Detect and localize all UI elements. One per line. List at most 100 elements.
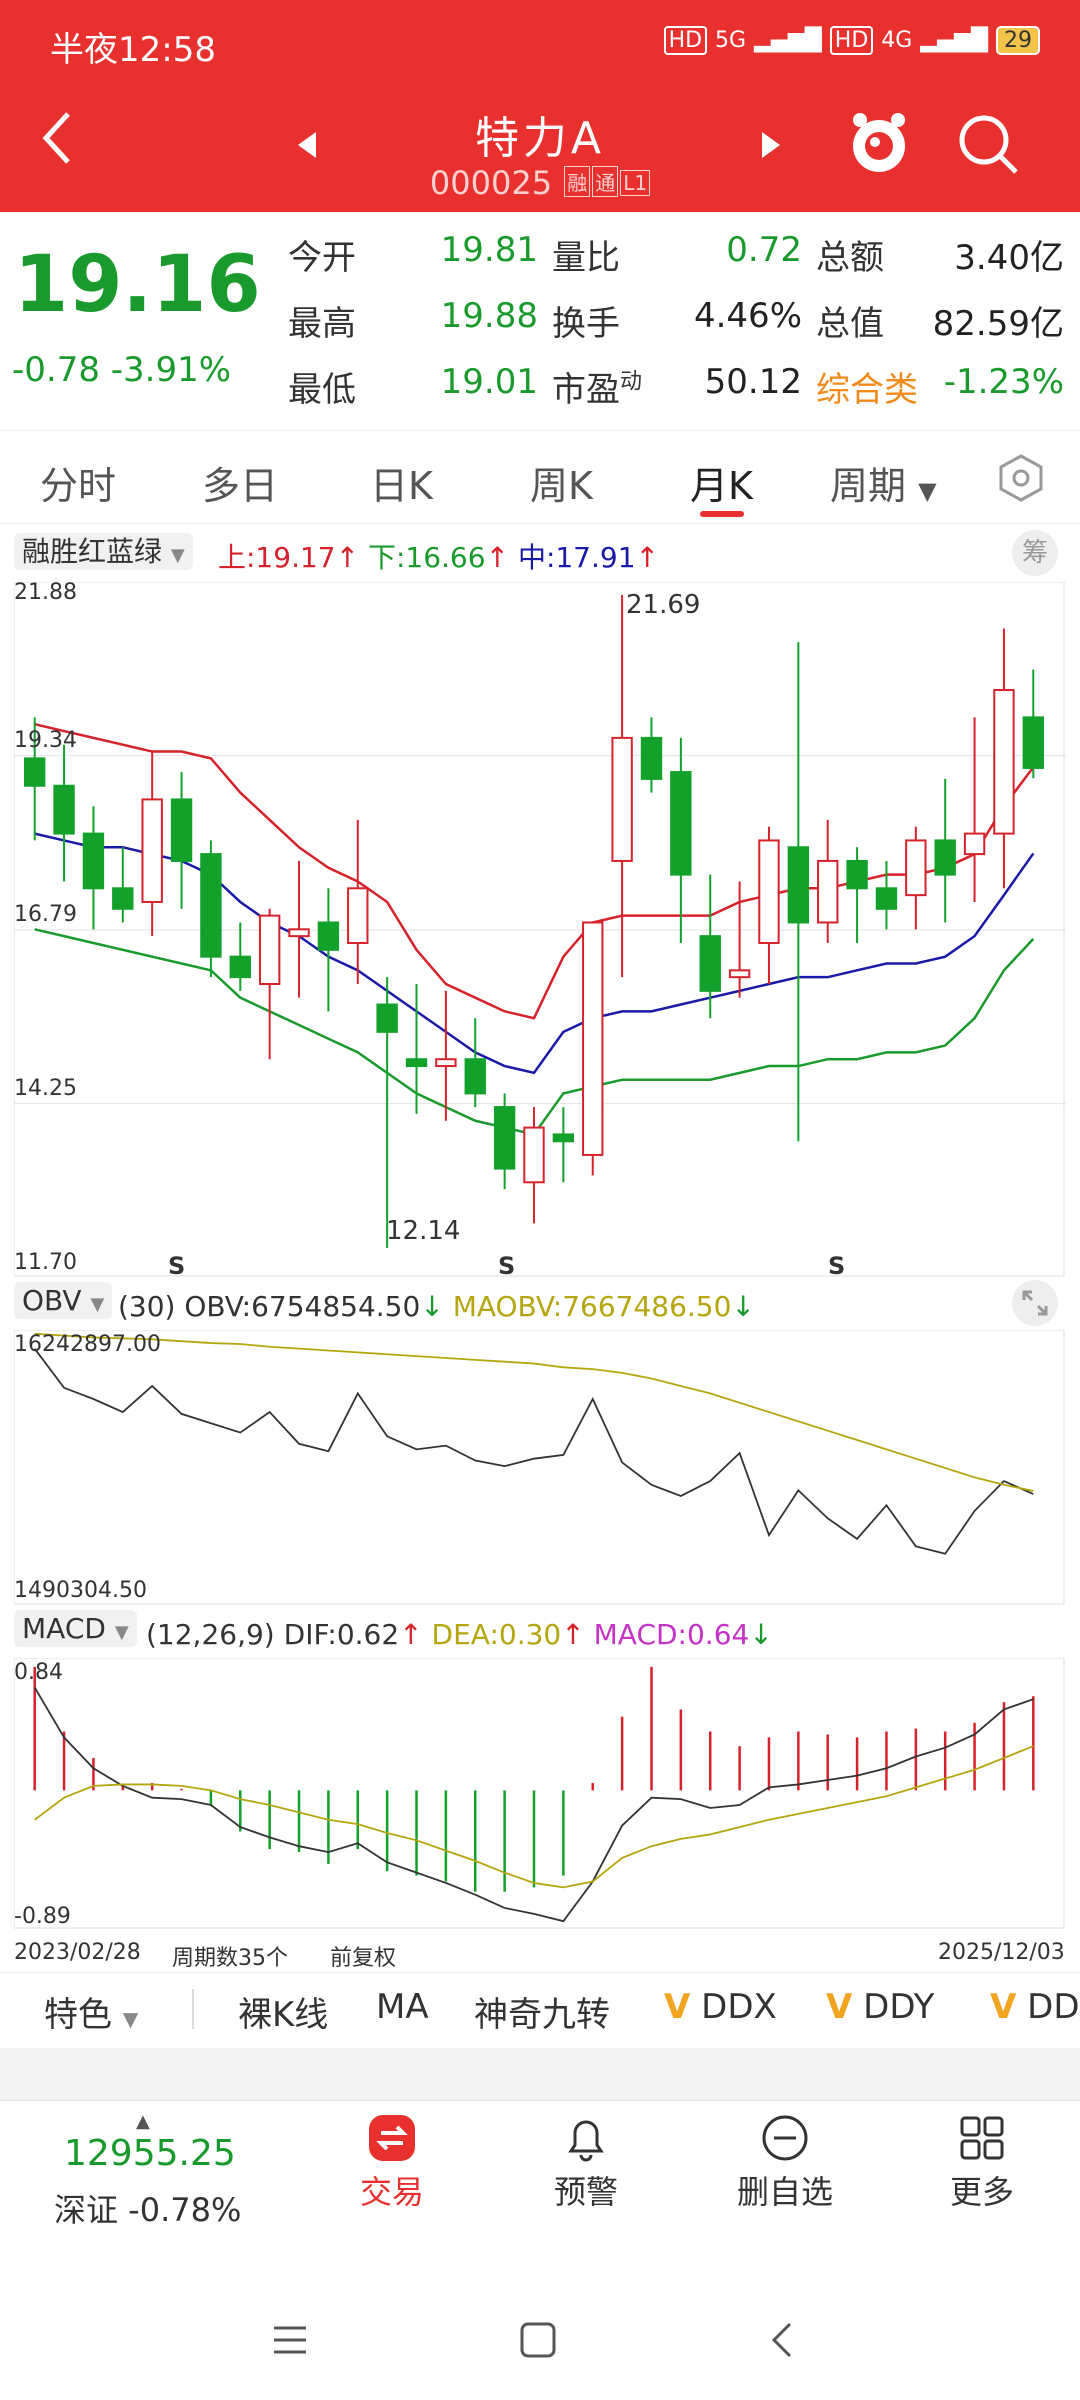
status-time: 半夜12:58 [50,30,216,70]
candle-body [288,928,310,938]
candle-body [53,784,75,835]
candle-body [376,1003,398,1033]
toolbar-ma[interactable]: MA [376,1987,429,2027]
system-nav-bar [0,2290,1080,2390]
candle-body [934,839,956,876]
chip-distribution-button[interactable]: 筹 [1012,530,1058,576]
toolbar-ddx-label: DDX [701,1987,777,2027]
trade-label: 交易 [359,2173,424,2211]
macd-indicator-label: MACD [22,1612,106,1645]
tab-period-label: 周期 [830,464,907,508]
home-nav-icon[interactable] [518,2320,558,2360]
obv-indicator-label: OBV [22,1284,82,1317]
candle-body [200,853,222,958]
more-button[interactable]: 更多 [934,2113,1030,2213]
tab-intraday[interactable]: 分时 [40,464,117,508]
candle-body [1022,716,1045,769]
alert-label: 预警 [553,2173,618,2211]
candle-body [611,736,633,862]
legend-upper: 上:19.17 [218,541,336,574]
candle-body [405,1058,428,1068]
macd-indicator-chip: MACD ▼ [14,1610,137,1647]
candle-body [699,935,721,992]
settings-button[interactable] [996,453,1046,507]
main-chart-frame [14,582,1065,1277]
candle-body [258,914,281,986]
arrow-down-icon: ↓ [749,1618,773,1651]
candle-body [905,839,927,897]
candle-body [317,921,340,951]
toolbar-naked-k[interactable]: 裸K线 [238,1995,329,2035]
kline-chart[interactable] [14,582,1066,1278]
candle-body [493,1106,516,1170]
obv-value: (30) OBV:6754854.50 [118,1290,421,1323]
date-end: 2025/12/03 [938,1940,1065,1965]
tab-period-dropdown[interactable]: 周期 ▼ [830,455,937,510]
value-sector: -1.23% [943,362,1064,402]
minus-circle-icon [762,2115,808,2161]
candle-body [875,887,898,910]
candle-body [787,846,810,924]
candle-body [523,1126,545,1184]
grid-icon [960,2116,1004,2160]
search-button[interactable] [956,112,1020,180]
mascot-button[interactable] [846,108,912,182]
macd-legend: (12,26,9) DIF:0.62↑ DEA:0.30↑ MACD:0.64↓ [146,1618,773,1651]
candle-body [141,798,163,903]
active-tab-underline [700,511,744,517]
caret-down-icon: ▼ [170,545,185,566]
hd-icon-2: HD [829,26,874,55]
prev-stock-button[interactable] [296,130,320,164]
signal-5g-icon: 5G [715,28,747,53]
index-name[interactable]: 深证 -0.78% [54,2191,242,2229]
trade-button[interactable]: 交易 [344,2113,440,2213]
obv-chart-frame [14,1330,1065,1605]
toolbar-dd[interactable]: V DD [990,1987,1080,2027]
back-button[interactable] [38,108,78,172]
caret-down-icon: ▼ [122,2007,139,2031]
caret-down-icon: ▼ [918,477,937,505]
mascot-icon [853,113,905,172]
expand-button[interactable] [1012,1280,1058,1326]
obv-y-top: 16242897.00 [14,1332,161,1357]
macd-indicator-select[interactable]: MACD ▼ [14,1610,137,1647]
toolbar-featured[interactable]: 特色 ▼ [44,1987,138,2036]
dif-value: DIF:0.62 [283,1618,400,1651]
stock-name: 特力A [474,113,606,164]
toolbar-ddx[interactable]: V DDX [664,1987,777,2027]
v-badge-icon: V [826,1987,853,2027]
dif-line [33,1686,1034,1923]
macd-chart[interactable] [14,1658,1066,1930]
arrow-up-icon: ↑ [335,541,360,574]
label-market-cap: 总值 [816,304,884,344]
tab-daily-k[interactable]: 日K [370,464,433,508]
caret-down-icon: ▼ [90,1294,105,1315]
menu-nav-icon[interactable] [270,2320,310,2360]
alert-button[interactable]: 预警 [538,2113,634,2213]
signal-bars-icon-2: ▂▄▆█ [920,28,988,53]
tab-weekly-k[interactable]: 周K [530,464,593,508]
index-value[interactable]: 12955.25 [64,2133,236,2174]
macd-y-top: 0.84 [14,1660,63,1685]
toolbar-divider [192,1989,194,2029]
label-turnover-rate: 换手 [552,304,620,344]
current-price: 19.16 [14,240,261,330]
bell-icon [568,2120,604,2162]
tab-monthly-k[interactable]: 月K [690,464,753,508]
obv-indicator-select[interactable]: OBV ▼ [14,1282,113,1319]
back-nav-icon[interactable] [764,2320,804,2360]
macd-params: (12,26,9) [146,1618,275,1651]
band-line-上 [34,722,1035,1020]
toolbar-magic-nine[interactable]: 神奇九转 [474,1995,610,2035]
tab-multi-day[interactable]: 多日 [202,464,279,508]
toolbar-ddy[interactable]: V DDY [826,1987,934,2027]
arrow-down-icon: ↓ [731,1290,755,1323]
obv-chart[interactable] [14,1330,1066,1606]
label-sector[interactable]: 综合类 [816,370,918,410]
adjust-mode[interactable]: 前复权 [330,1946,397,1971]
candle-body [112,887,134,910]
remove-watchlist-button[interactable]: 删自选 [720,2113,850,2213]
next-stock-button[interactable] [758,130,782,164]
kline-indicator-select[interactable]: 融胜红蓝绿 ▼ [14,530,193,570]
candle-body [582,921,604,1156]
